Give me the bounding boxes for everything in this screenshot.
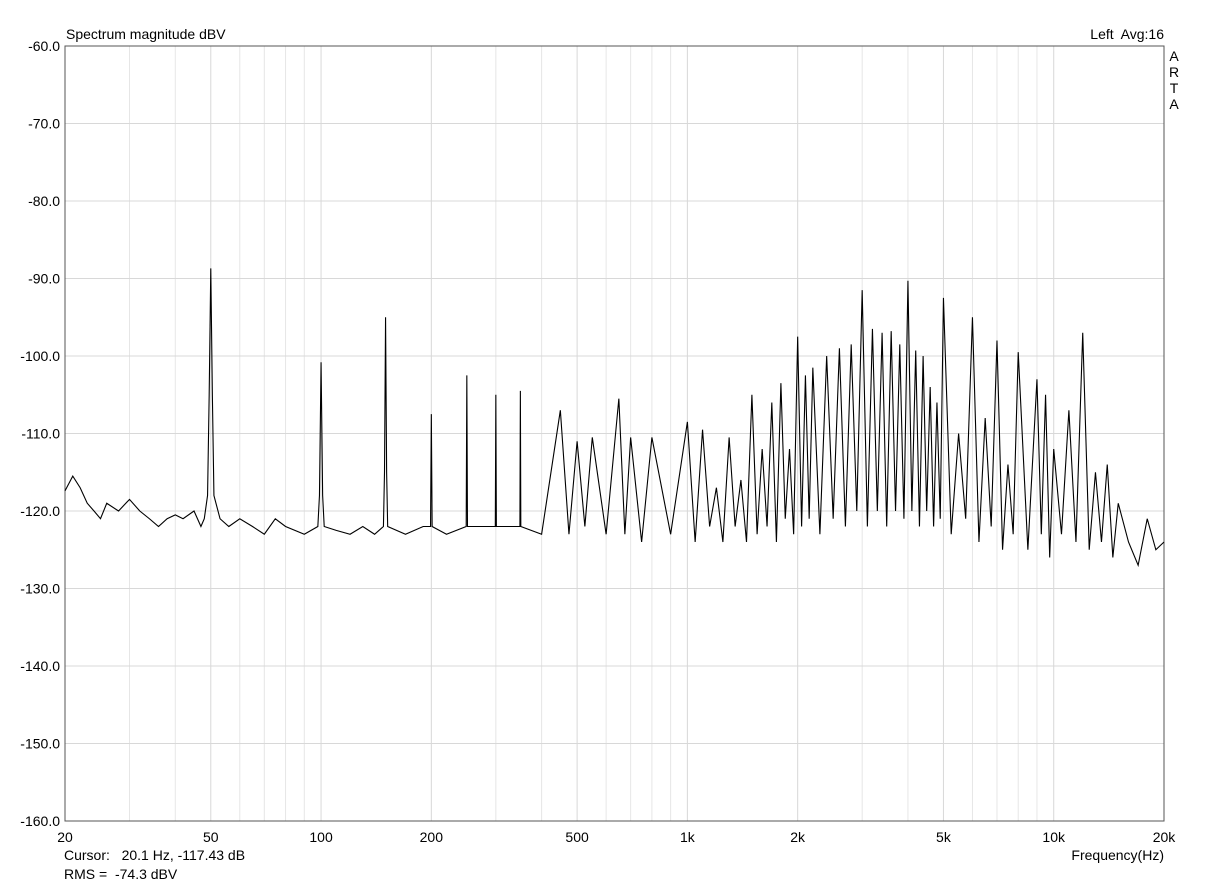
brand-letter: A (1169, 96, 1179, 112)
brand-letter: T (1170, 80, 1179, 96)
y-tick-label: -80.0 (28, 193, 60, 209)
brand-letter: R (1169, 64, 1179, 80)
x-tick-label: 1k (680, 829, 696, 845)
rms-readout: RMS = -74.3 dBV (64, 866, 178, 882)
x-tick-label: 50 (203, 829, 219, 845)
x-tick-label: 200 (420, 829, 444, 845)
y-tick-label: -110.0 (21, 426, 60, 442)
y-tick-label: -130.0 (20, 581, 60, 597)
y-tick-label: -100.0 (20, 348, 60, 364)
x-tick-label: 10k (1042, 829, 1066, 845)
spectrum-line (64, 268, 1165, 568)
channel-info: Left Avg:16 (1090, 26, 1164, 42)
y-tick-label: -70.0 (28, 116, 60, 132)
y-tick-label: -120.0 (20, 503, 60, 519)
y-tick-label: -90.0 (28, 271, 60, 287)
x-tick-label: 2k (790, 829, 806, 845)
x-tick-label: 100 (309, 829, 333, 845)
y-tick-label: -60.0 (28, 38, 60, 54)
cursor-readout: Cursor: 20.1 Hz, -117.43 dB (64, 847, 245, 863)
brand-letter: A (1169, 48, 1179, 64)
y-tick-label: -160.0 (20, 813, 60, 829)
y-tick-label: -150.0 (20, 736, 60, 752)
x-tick-label: 500 (565, 829, 589, 845)
x-tick-label: 20k (1153, 829, 1177, 845)
chart-title: Spectrum magnitude dBV (66, 26, 226, 42)
x-axis-label: Frequency(Hz) (1071, 847, 1164, 863)
x-tick-label: 20 (57, 829, 73, 845)
y-tick-label: -140.0 (20, 658, 60, 674)
x-tick-label: 5k (936, 829, 952, 845)
plot-frame (64, 45, 1165, 822)
